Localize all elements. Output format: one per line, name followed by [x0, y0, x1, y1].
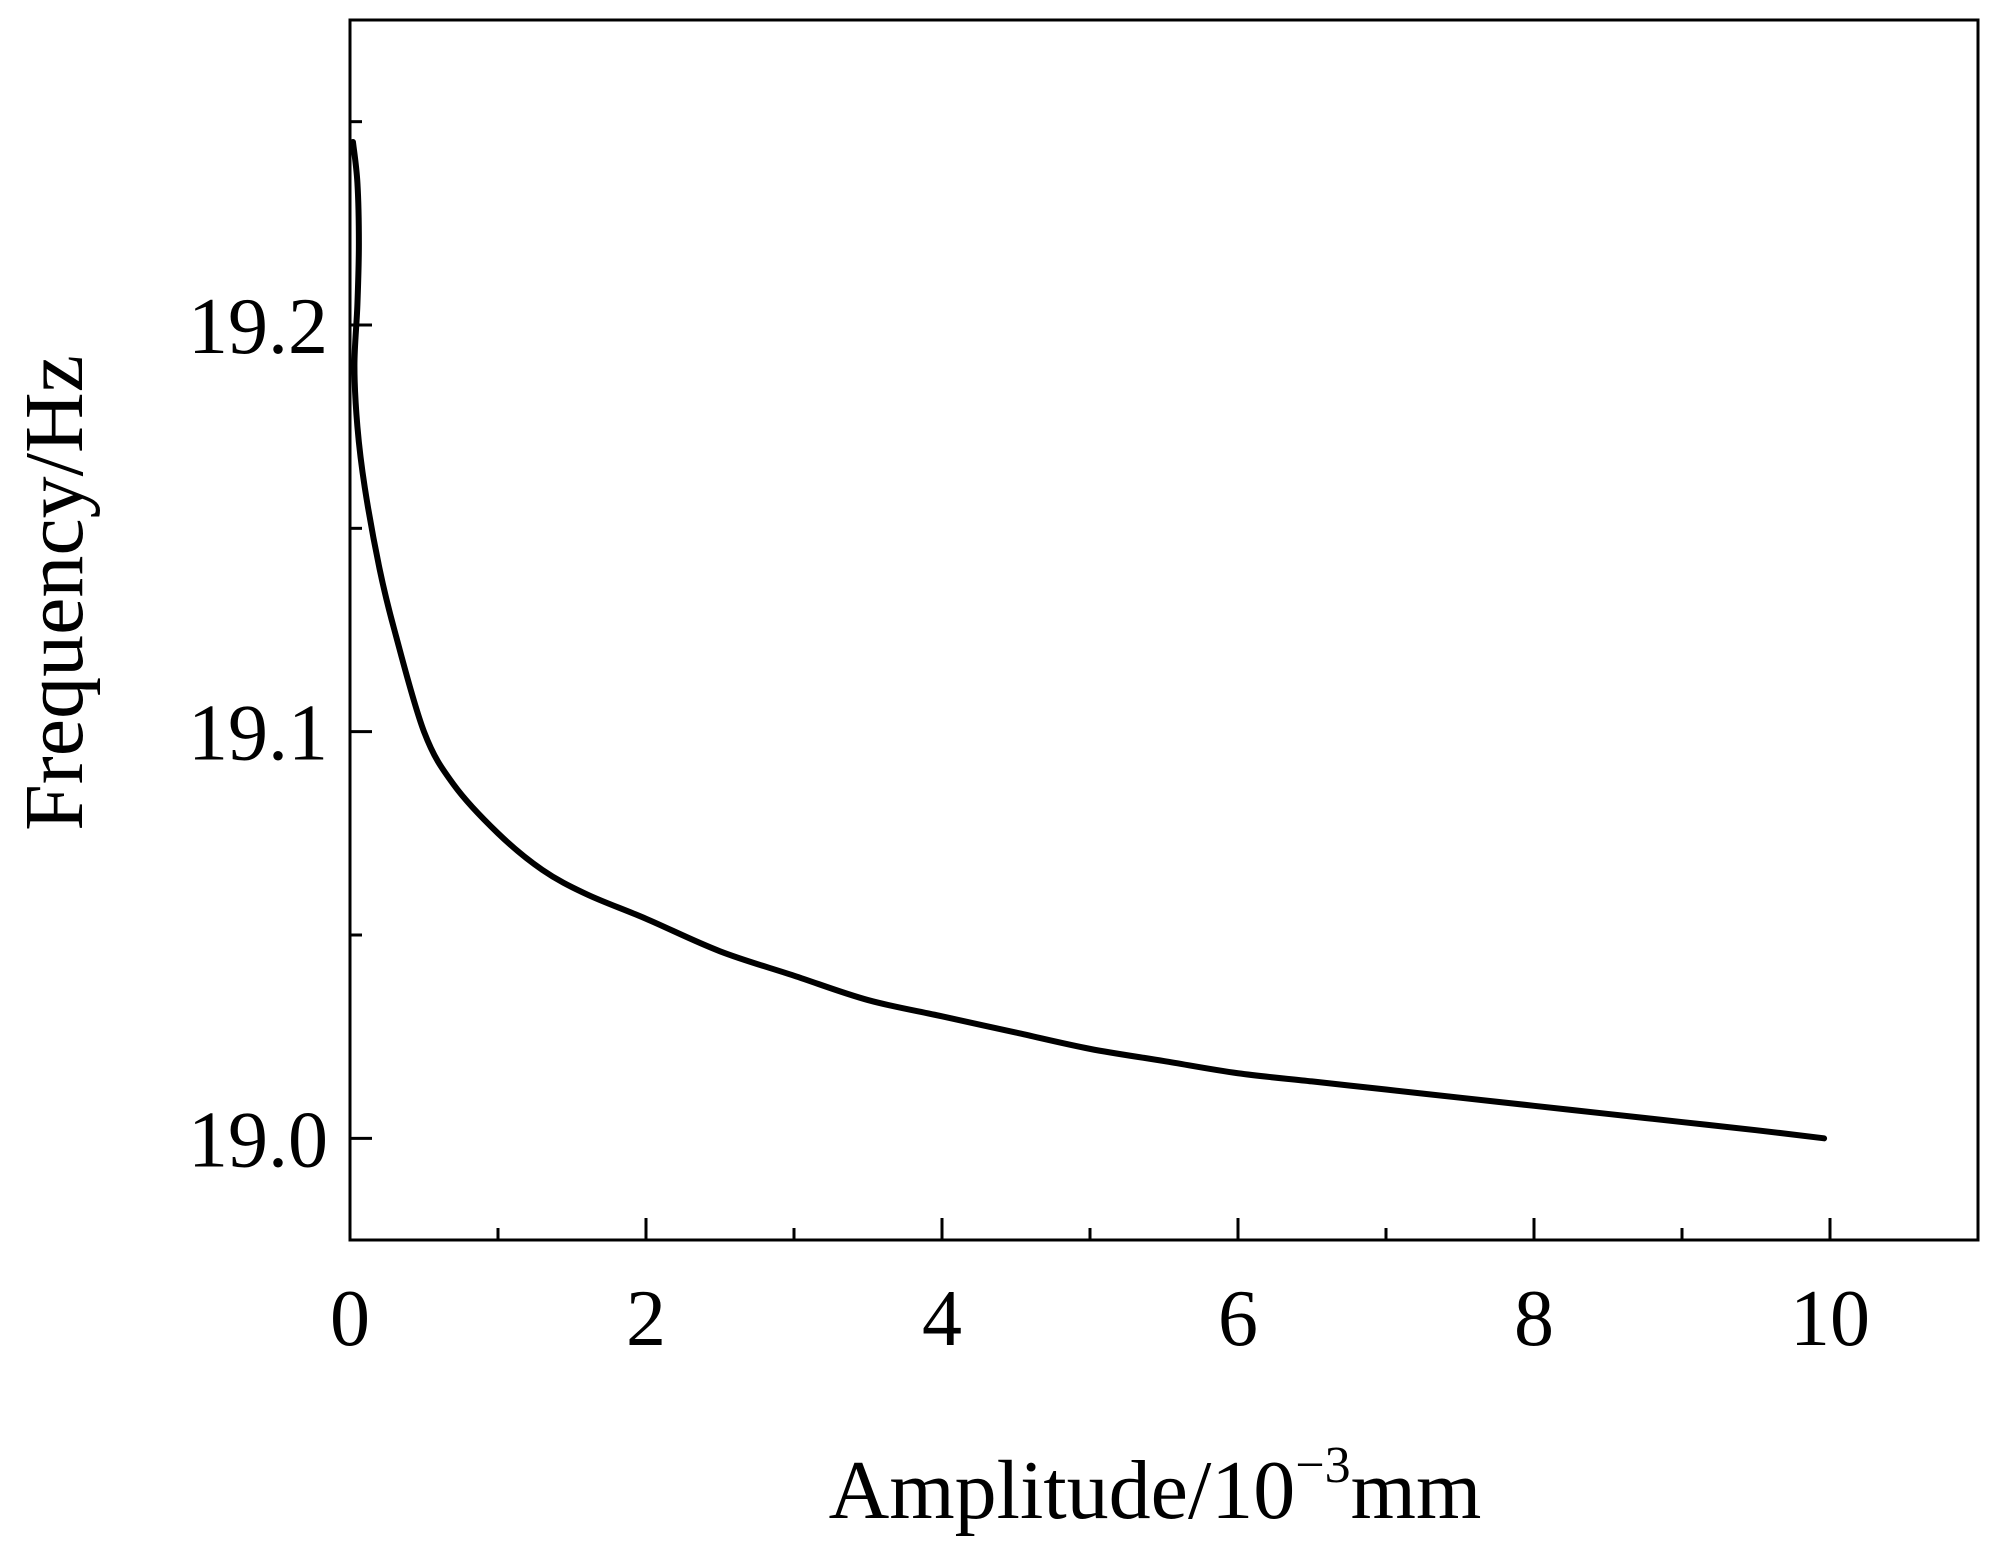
y-axis-title: Frequency/Hz	[8, 355, 101, 831]
x-axis: 0 2 4 6 8 10	[330, 1218, 1870, 1363]
x-tick-label: 6	[1218, 1275, 1258, 1363]
x-axis-title: Amplitude/10−3mm	[829, 1437, 1482, 1537]
y-tick-label: 19.2	[188, 283, 328, 371]
x-tick-label: 0	[330, 1275, 370, 1363]
y-tick-label: 19.1	[188, 690, 328, 778]
series-line-1	[349, 139, 1828, 1142]
x-axis-title-base: Amplitude/10	[829, 1444, 1296, 1537]
x-tick-label: 8	[1514, 1275, 1554, 1363]
x-axis-title-unit: mm	[1351, 1444, 1482, 1537]
y-tick-label: 19.0	[188, 1096, 328, 1184]
x-tick-label: 4	[922, 1275, 962, 1363]
plot-area	[348, 18, 1980, 1242]
x-axis-title-superscript: −3	[1295, 1437, 1350, 1494]
x-tick-label: 2	[626, 1275, 666, 1363]
y-axis: 19.0 19.1 19.2	[188, 120, 372, 1184]
plot-frame	[348, 18, 1980, 1242]
x-tick-label: 10	[1790, 1275, 1870, 1363]
